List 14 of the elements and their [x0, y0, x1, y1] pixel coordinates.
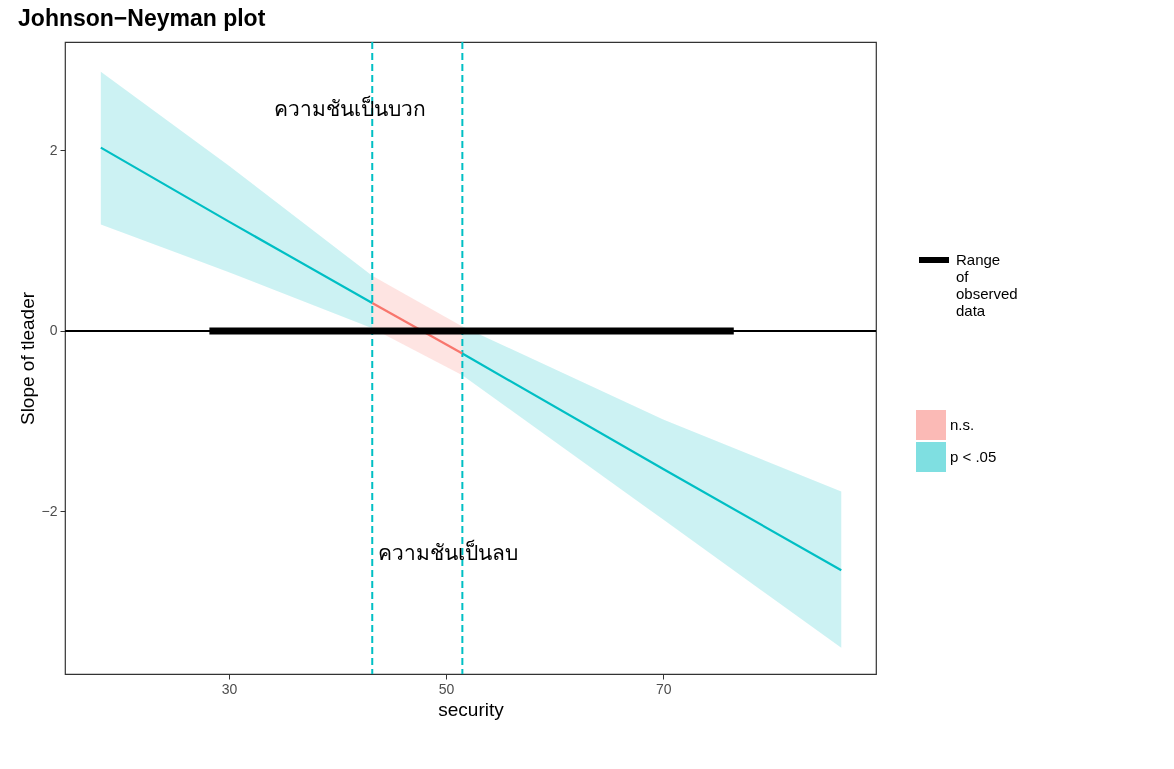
x-axis-title: security: [438, 698, 505, 720]
x-tick-label: 70: [655, 680, 672, 697]
y-tick-label: 0: [49, 322, 58, 339]
legend-label: Range of observed data: [956, 251, 1018, 319]
y-axis-title: Slope of tleader: [16, 291, 38, 426]
chart-title: Johnson−Neyman plot: [18, 5, 266, 31]
annotation: ความชันเป็นบวก: [274, 95, 427, 122]
x-tick-label: 50: [438, 680, 455, 697]
y-tick-label: 2: [49, 141, 58, 158]
x-tick-label: 30: [221, 680, 238, 697]
legend-label: n.s.: [950, 416, 975, 433]
annotation: ความชันเป็นลบ: [377, 538, 518, 565]
legend-label: p < .05: [950, 448, 997, 465]
y-tick-label: −2: [41, 502, 58, 519]
